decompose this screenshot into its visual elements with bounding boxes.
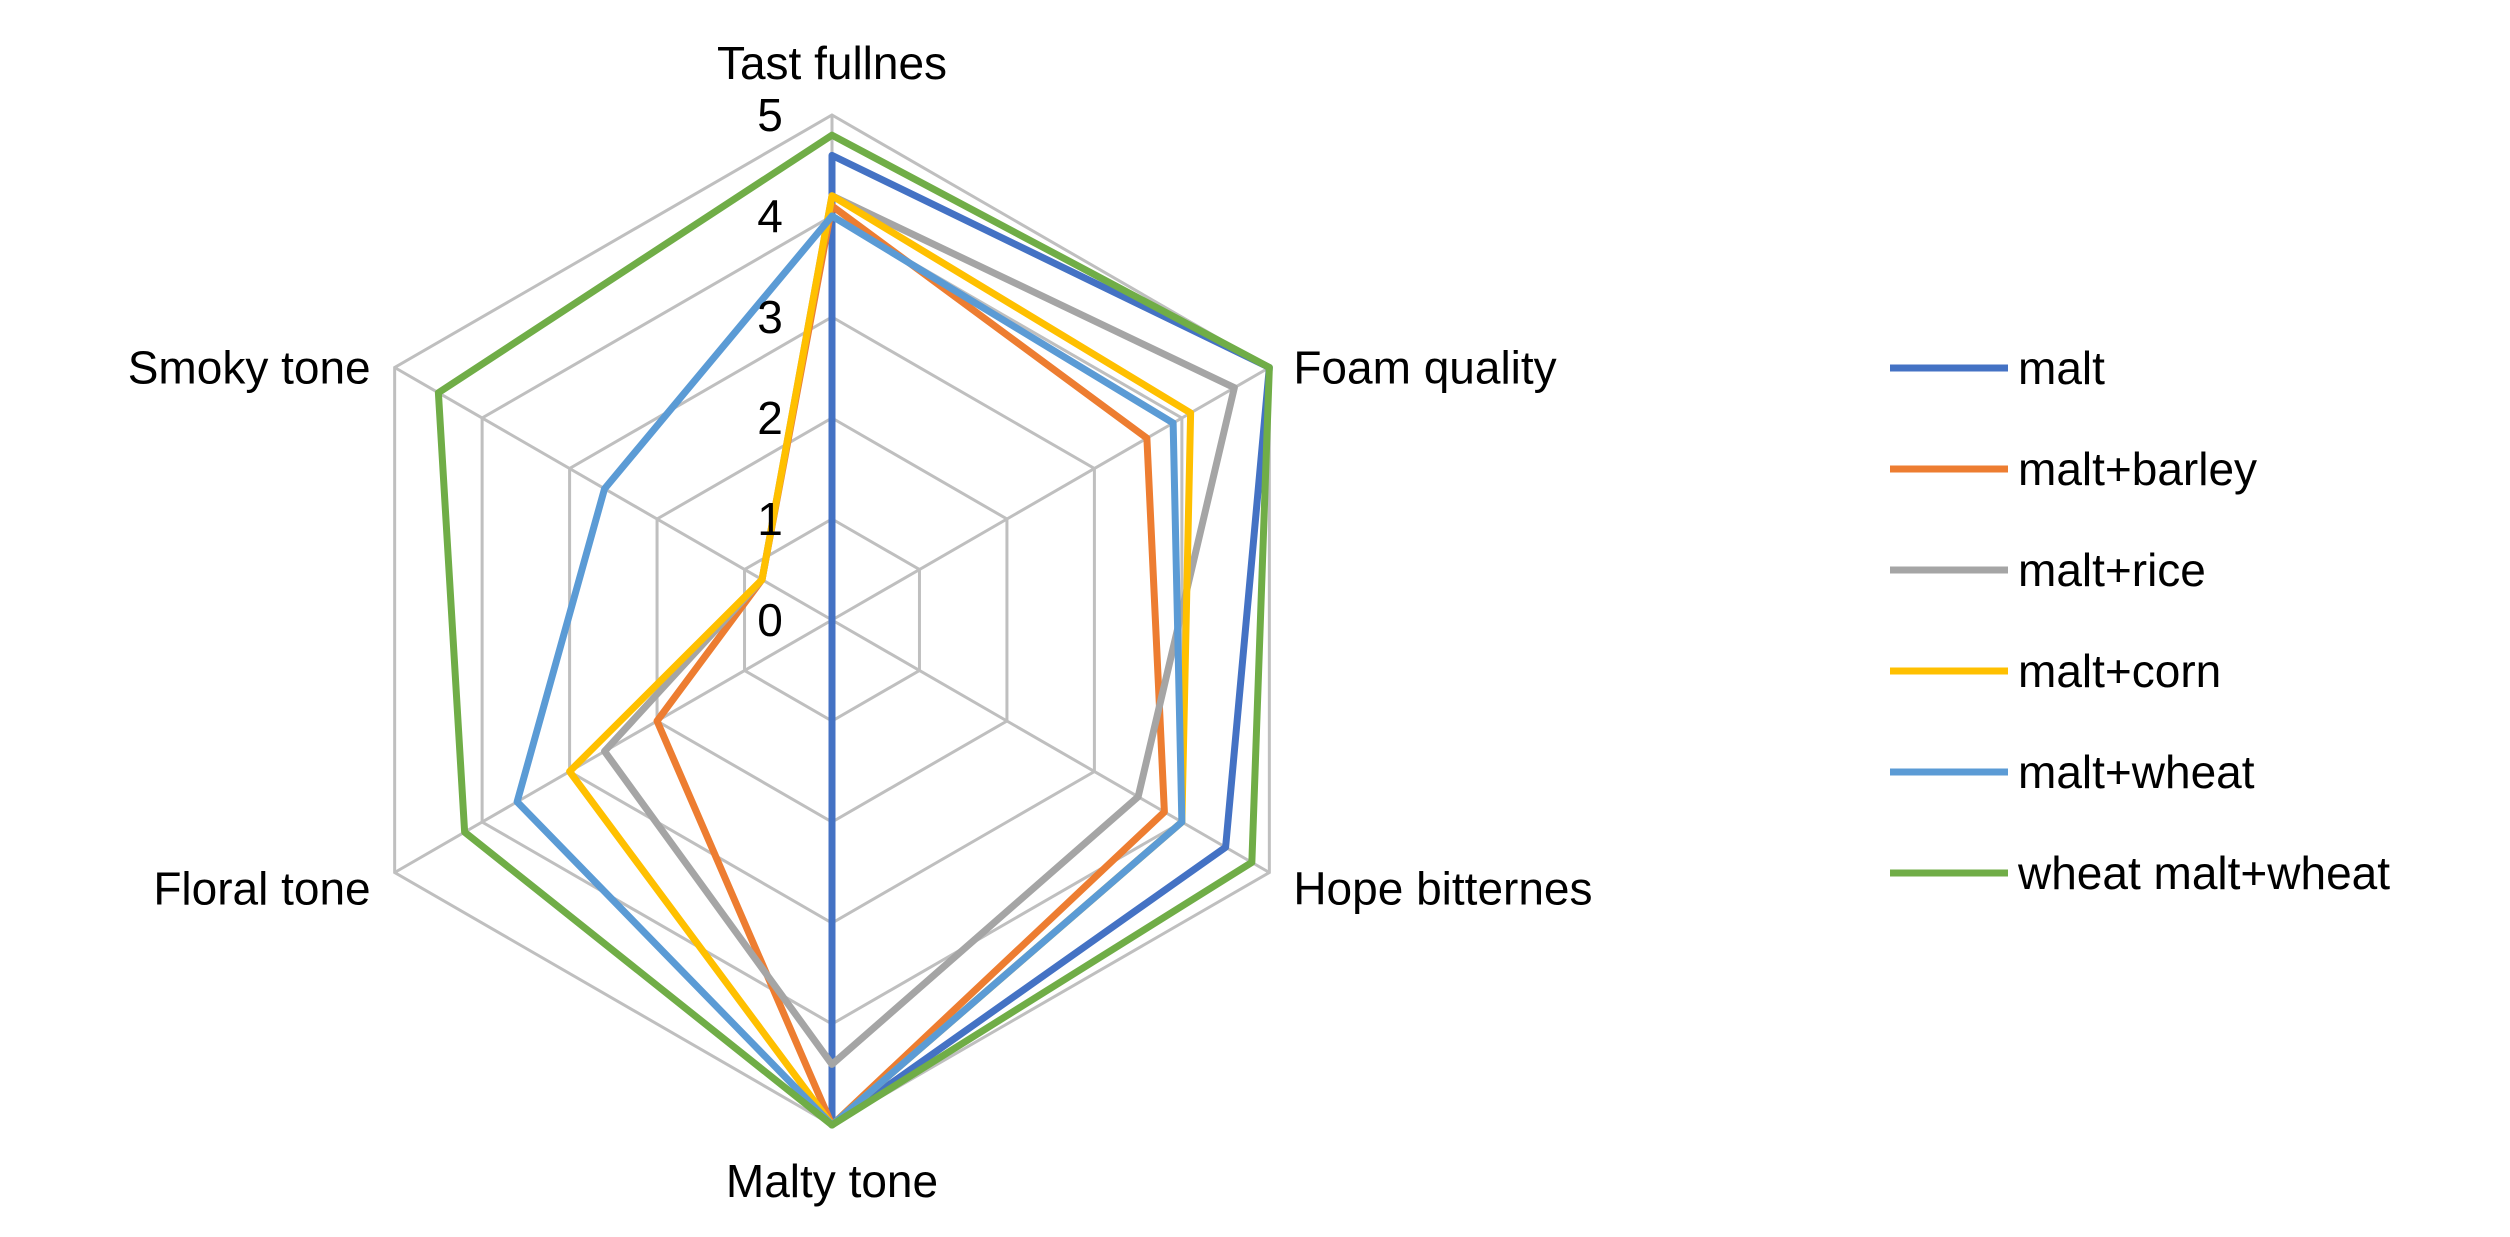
tick-label: 4 — [757, 190, 783, 242]
legend-label: malt+corn — [2018, 645, 2221, 697]
axis-label: Malty tone — [726, 1155, 938, 1207]
legend-label: malt+rice — [2018, 544, 2206, 596]
tick-label: 1 — [757, 493, 783, 545]
legend-item: malt+barley — [1890, 443, 2257, 495]
grid-spoke-1 — [831, 366, 1271, 622]
tick-label: 5 — [757, 89, 783, 141]
series-line-malt-wheat — [513, 212, 1186, 1129]
legend-item: malt+rice — [1890, 544, 2206, 596]
tick-label: 0 — [757, 594, 783, 646]
legend-label: malt — [2018, 342, 2105, 394]
axis-labels: Tast fullnes Foam quality Hope bitternes Ma… — [128, 37, 1593, 1207]
legend: malt malt+barley malt+rice malt+corn malt+wh… — [1890, 342, 2390, 899]
axis-label: Foam quality — [1293, 342, 1556, 394]
axis-label: Floral tone — [153, 863, 370, 915]
legend-item: wheat malt+wheat — [1890, 847, 2390, 899]
legend-item: malt+wheat — [1890, 746, 2255, 798]
radial-tick-labels: 0 1 2 3 4 5 — [757, 89, 783, 646]
legend-item: malt — [1890, 342, 2105, 394]
legend-item: malt+corn — [1890, 645, 2221, 697]
legend-label: malt+wheat — [2018, 746, 2255, 798]
radar-series — [434, 131, 1273, 1129]
tick-label: 3 — [757, 291, 783, 343]
axis-label: Hope bitternes — [1293, 863, 1592, 915]
axis-label: Tast fullnes — [717, 37, 947, 89]
grid-spoke-2 — [831, 618, 1271, 874]
tick-label: 2 — [757, 392, 783, 444]
legend-label: malt+barley — [2018, 443, 2257, 495]
legend-label: wheat malt+wheat — [2017, 847, 2390, 899]
series-line-wheat-malt-wheat — [434, 131, 1273, 1129]
axis-label: Smoky tone — [128, 342, 371, 394]
